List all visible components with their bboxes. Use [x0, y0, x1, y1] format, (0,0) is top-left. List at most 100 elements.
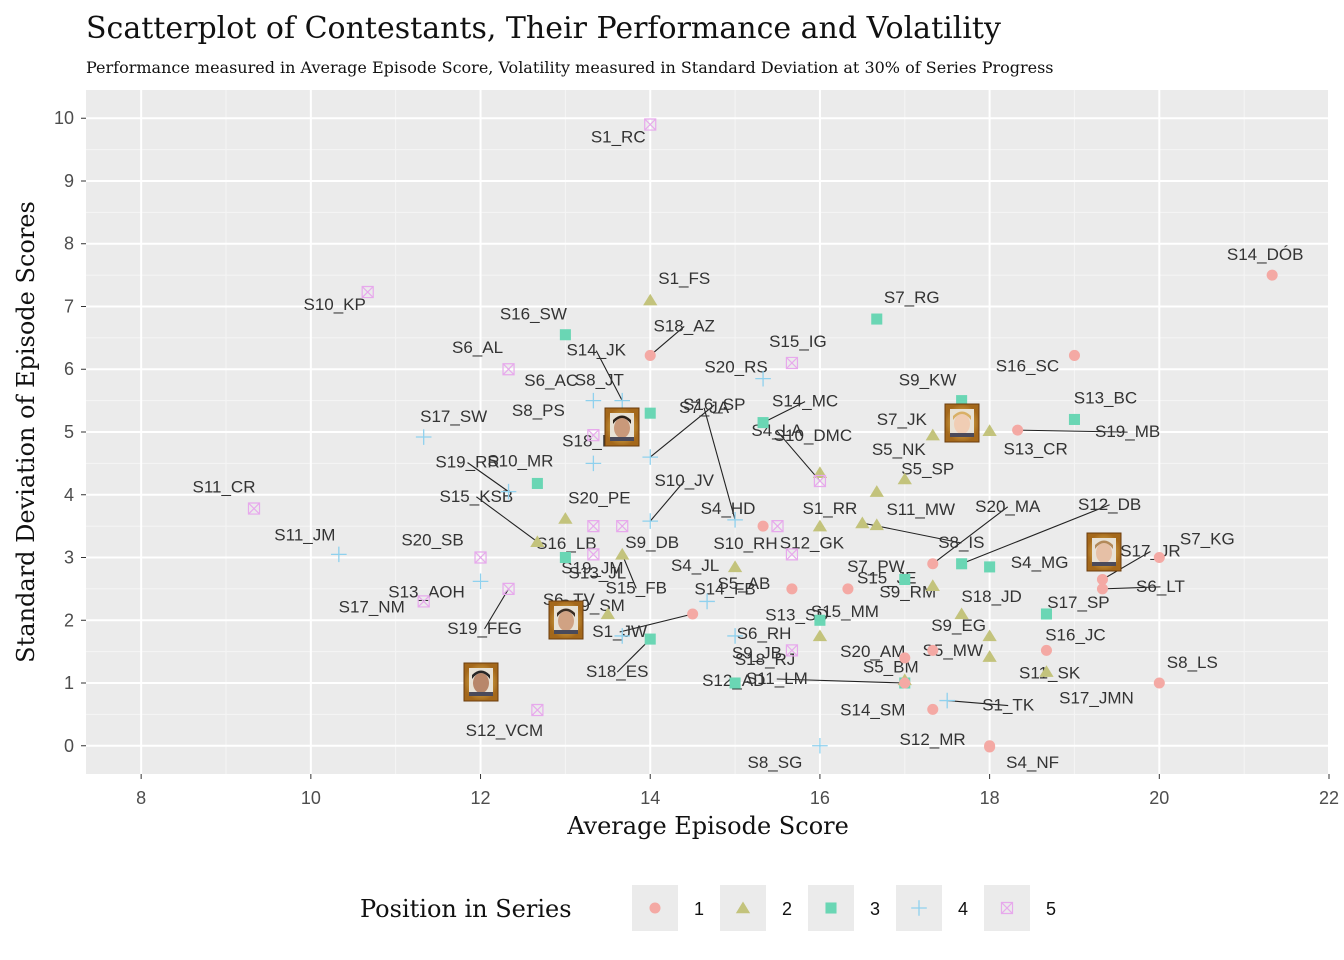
legend-label: 2 [782, 899, 792, 919]
point-label: S17_SP [1047, 593, 1109, 612]
legend-marker [911, 900, 927, 916]
leader-line [776, 678, 905, 684]
point-label: S18_JD [961, 587, 1021, 606]
leader-line [619, 613, 693, 633]
data-point [559, 329, 571, 341]
y-tick-label: 1 [64, 673, 74, 693]
point-label: S12_DB [1078, 495, 1141, 514]
data-point [984, 741, 996, 753]
data-point [644, 349, 656, 361]
point-label: S7_PW [847, 557, 905, 576]
point-label: S10_JV [654, 471, 714, 490]
point-label: S4_JL [671, 556, 719, 575]
point-label: S1_RR [803, 499, 858, 518]
point-label: S14_SM [840, 700, 905, 719]
point-label: S1_JW [592, 622, 647, 641]
point-label: S20_AM [840, 642, 905, 661]
point-label: S14_JK [566, 341, 626, 360]
point-label: S16_SP [683, 395, 745, 414]
data-point [757, 417, 769, 429]
point-label: S15_MM [811, 602, 879, 621]
data-point [899, 652, 911, 664]
contestant-photo-1 [604, 407, 640, 447]
point-label: S7_JA [679, 398, 730, 417]
y-tick-label: 7 [64, 296, 74, 316]
point-label: S8_LS [1167, 653, 1218, 672]
data-point [982, 424, 997, 436]
data-point [899, 573, 911, 585]
point-label: S12_VCM [466, 721, 543, 740]
point-label: S11_MW [886, 500, 955, 519]
legend: Position in Series 1 2 3 4 5 [360, 885, 1056, 931]
point-label: S19_JM [561, 559, 623, 578]
point-label: S7_RG [884, 288, 940, 307]
point-label: S19_RR [435, 453, 499, 472]
data-point [600, 607, 615, 620]
point-label: S11_JM [274, 525, 335, 544]
data-point [1153, 677, 1165, 689]
x-tick-label: 20 [1149, 788, 1169, 808]
point-label: S13_BC [1074, 388, 1137, 407]
point-label: S20_PE [568, 489, 630, 508]
leader-line [762, 401, 806, 424]
data-point [869, 518, 884, 531]
data-point [1096, 583, 1108, 595]
data-point [614, 392, 631, 409]
x-tick-label: 8 [136, 788, 146, 808]
point-label: S13_AOH [388, 582, 465, 601]
data-point [1266, 269, 1278, 281]
data-point [642, 449, 659, 465]
point-label: S4_MG [1011, 553, 1069, 572]
data-point [531, 477, 543, 489]
data-point [982, 650, 997, 662]
point-label: S11_CR [192, 478, 255, 497]
data-point [530, 535, 545, 548]
data-point [502, 582, 515, 596]
data-point [415, 429, 432, 445]
data-point [615, 547, 630, 560]
data-point [727, 560, 743, 573]
point-label: S10_MR [487, 451, 553, 470]
data-point [1153, 551, 1165, 564]
x-tick-label: 14 [640, 788, 660, 808]
data-point [927, 644, 939, 656]
grid-lines [86, 90, 1330, 774]
data-point [1039, 665, 1054, 677]
point-label: S19_FEG [447, 619, 522, 638]
leader-line [703, 407, 736, 520]
data-point [614, 628, 631, 644]
point-label: S10_KP [303, 295, 365, 314]
legend-title: Position in Series [360, 895, 572, 923]
point-label: S5_AB [717, 574, 770, 593]
contestant-photo-2 [944, 403, 980, 443]
point-label: S16_SC [996, 356, 1059, 375]
data-point [727, 512, 743, 528]
data-point [587, 520, 600, 533]
leader-line [1102, 550, 1151, 580]
y-tick-label: 10 [54, 108, 74, 128]
data-point [927, 703, 939, 715]
point-label: S7_JK [877, 410, 928, 429]
legend-marker [735, 901, 751, 914]
leader-line [467, 462, 509, 493]
point-label: S18_AZ [654, 316, 715, 335]
y-tick-label: 8 [64, 234, 74, 254]
data-point [871, 313, 883, 325]
point-label: S5_SP [901, 460, 954, 479]
data-point [842, 583, 854, 595]
y-tick-label: 0 [64, 736, 74, 756]
data-point [417, 595, 430, 608]
data-point [1096, 573, 1108, 585]
leader-line [1102, 586, 1161, 590]
data-point [785, 548, 799, 561]
data-point [755, 370, 771, 387]
point-label: S15_IG [769, 332, 827, 351]
x-axis-title: Average Episode Score [566, 812, 849, 840]
point-label: S1_RC [591, 128, 646, 147]
point-label: S10_DMC [774, 426, 852, 445]
contestant-photo-3 [1086, 532, 1122, 572]
leader-line [947, 700, 1009, 707]
data-point [474, 551, 487, 564]
point-label: S8_PS [512, 401, 565, 420]
